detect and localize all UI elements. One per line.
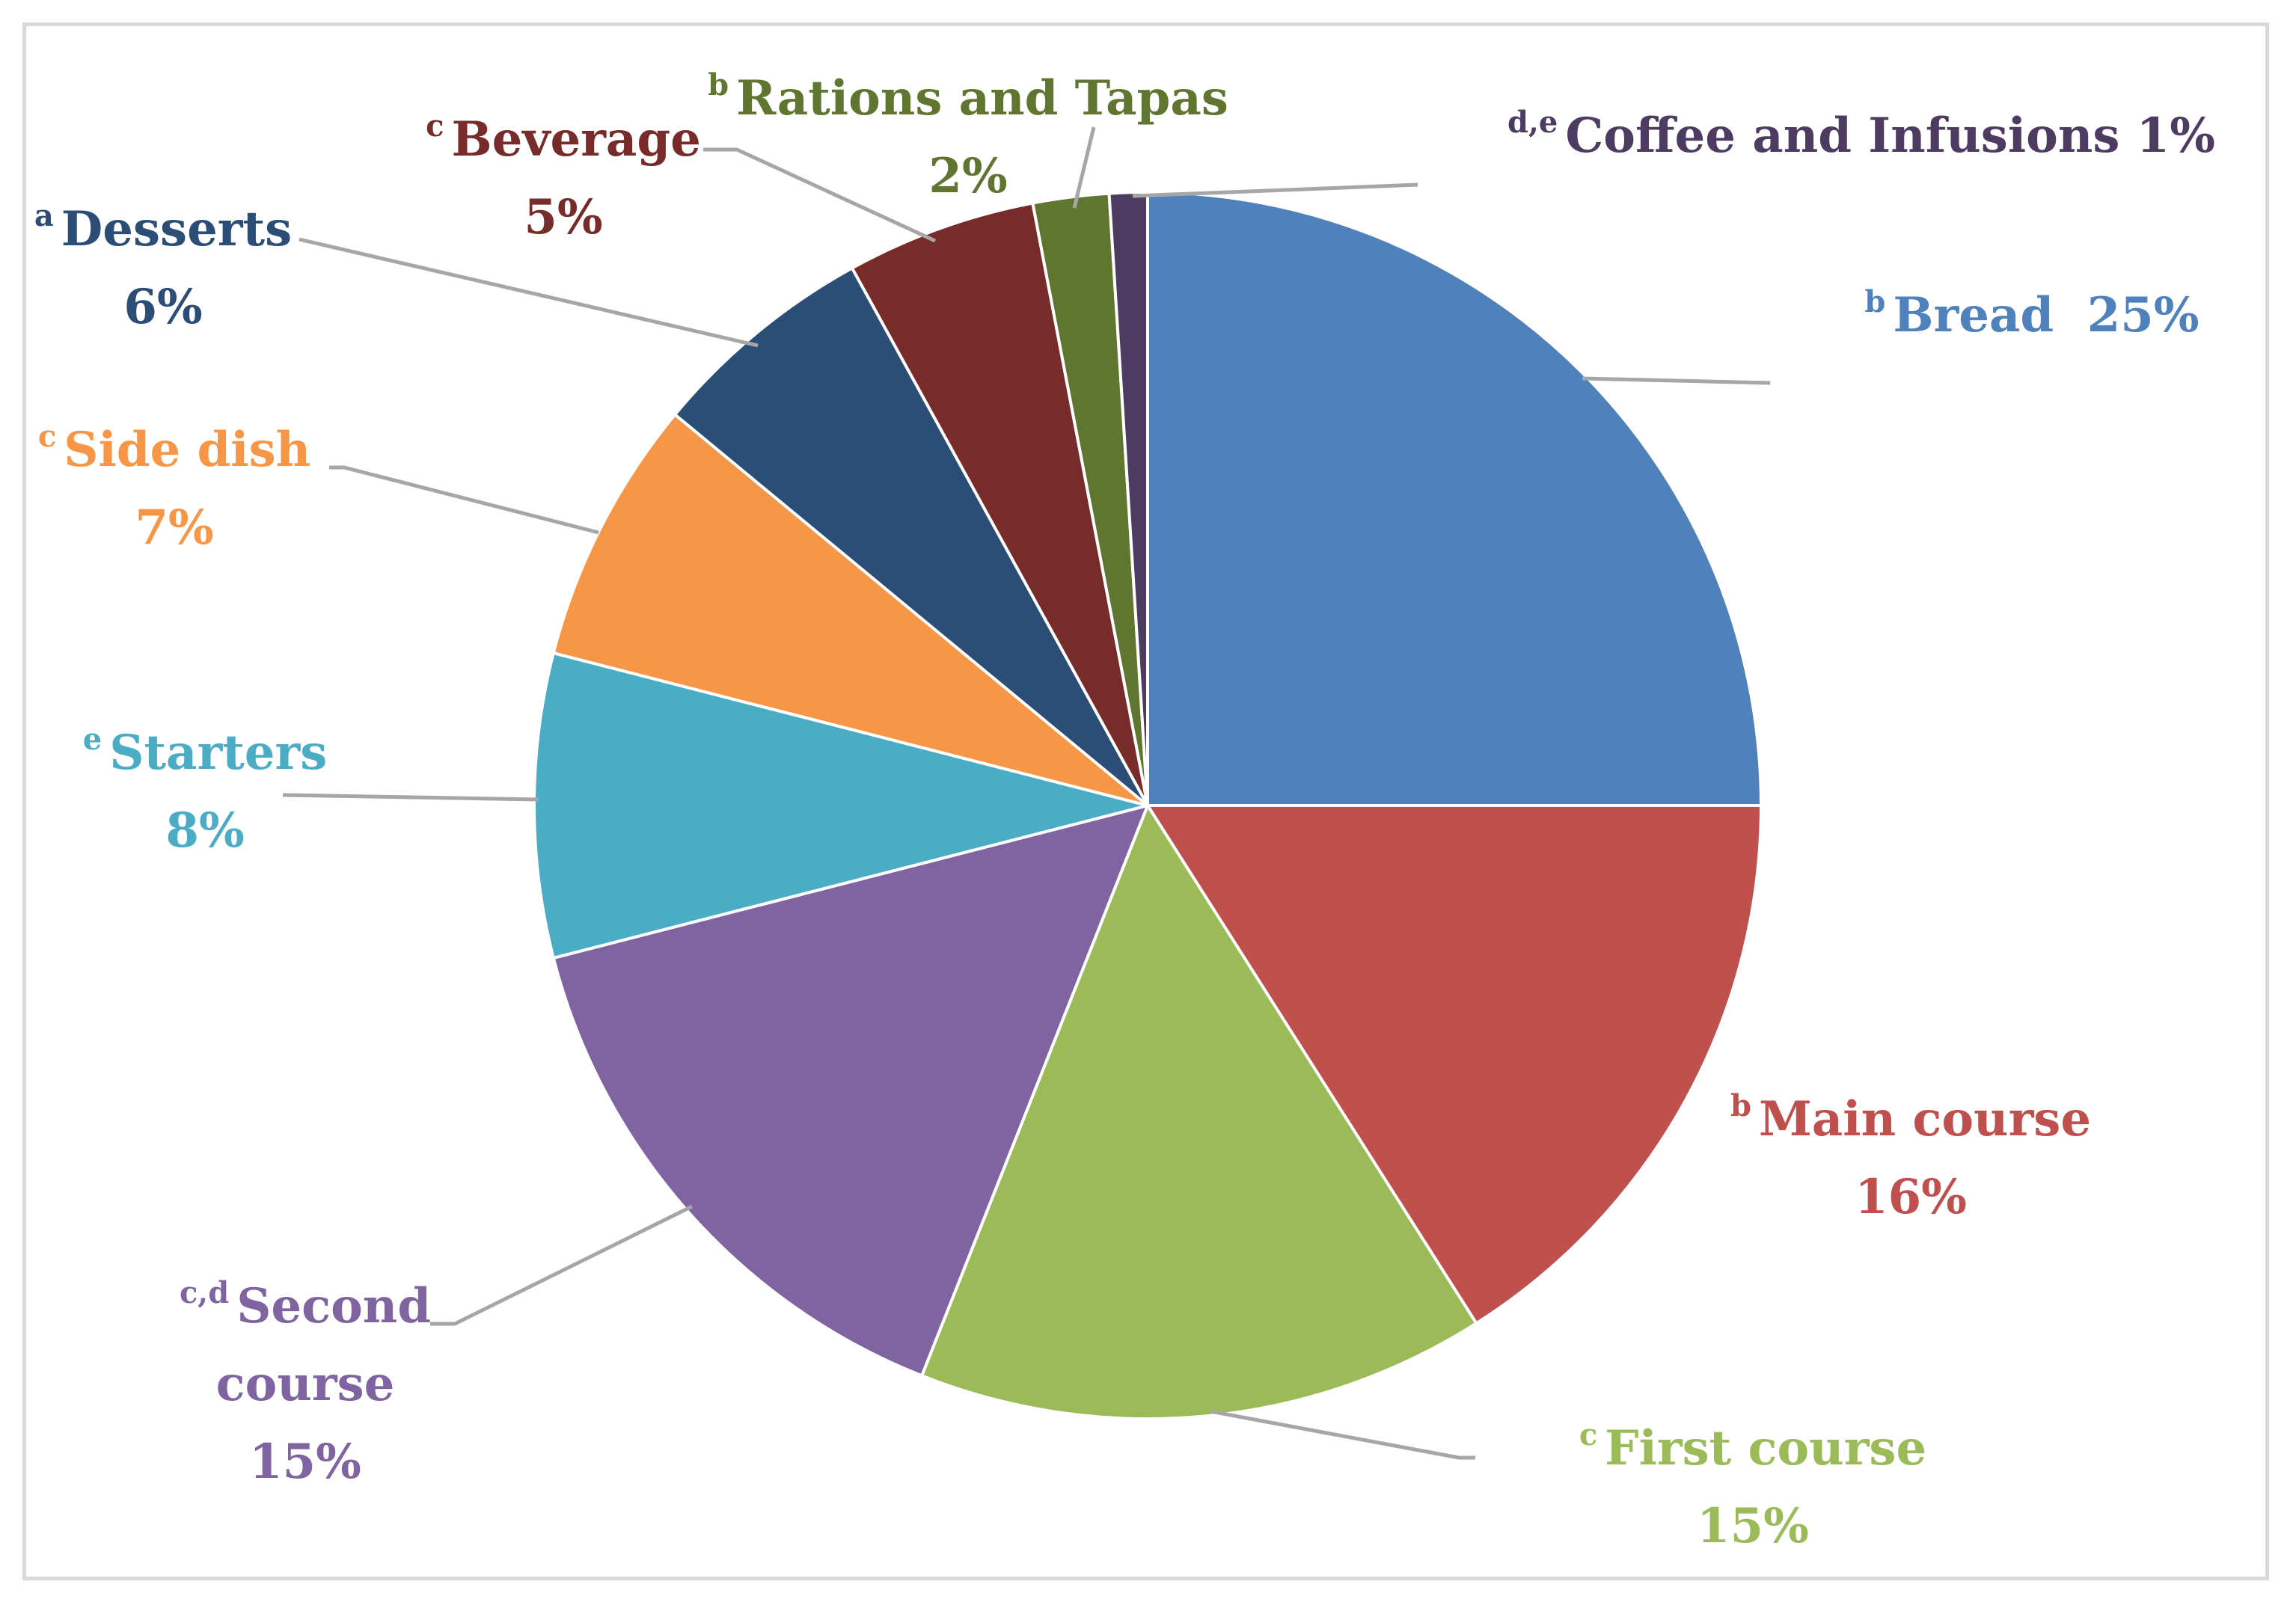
leader-line-rations-and-tapas xyxy=(1072,126,1096,209)
slice-percent: 15% xyxy=(249,1434,361,1490)
pie-slice-desserts xyxy=(673,266,1149,807)
slice-percent: 15% xyxy=(1697,1498,1809,1554)
pie-slice-side-dish xyxy=(551,413,1149,807)
leader-line-bread xyxy=(1582,376,1771,385)
leader-line-desserts xyxy=(299,237,759,348)
slice-name: Bread xyxy=(1893,287,2054,343)
significance-letters: b xyxy=(1864,284,1886,319)
slice-name: Desserts xyxy=(61,201,293,257)
significance-letters: a xyxy=(34,198,54,233)
chart-frame xyxy=(22,22,2269,1580)
slice-name: First course xyxy=(1605,1420,1927,1476)
slice-name: Side dish xyxy=(64,422,311,478)
slice-percent: 6% xyxy=(123,279,203,335)
slice-label-side-dish: c Side dish 7% xyxy=(38,411,310,567)
slice-percent: 8% xyxy=(165,803,245,859)
slice-label-first-course: c First course 15% xyxy=(1579,1410,1926,1565)
slice-name: Beverage xyxy=(451,111,701,168)
slice-percent: 1% xyxy=(2136,108,2215,164)
slice-name: course xyxy=(215,1356,395,1412)
pie-slice-first-course xyxy=(920,804,1478,1420)
slice-label-bread: b Bread 25% xyxy=(1864,277,2199,355)
significance-letters: b xyxy=(1730,1088,1751,1123)
pie-slice-second-course xyxy=(551,804,1149,1378)
slice-percent: 2% xyxy=(928,148,1008,204)
slice-label-desserts: a Desserts 6% xyxy=(34,191,292,346)
significance-letters: c xyxy=(426,108,444,144)
pie-slice-starters xyxy=(532,651,1149,960)
slice-percent: 16% xyxy=(1855,1169,1967,1225)
significance-letters: c xyxy=(1579,1417,1598,1452)
significance-letters: d,e xyxy=(1507,105,1558,140)
leader-line-first-course xyxy=(1210,1409,1475,1460)
slice-percent: 25% xyxy=(2087,287,2199,343)
slice-label-main-course: b Main course 16% xyxy=(1730,1081,2091,1236)
slice-percent: 7% xyxy=(135,500,214,556)
slice-name: Coffee and Infusions xyxy=(1565,108,2120,164)
significance-letters: c xyxy=(37,419,57,454)
significance-letters: c,d xyxy=(179,1275,230,1310)
significance-letters: b xyxy=(708,67,729,102)
slice-label-coffee-and-infusions: d,e Coffee and Infusions 1% xyxy=(1507,97,2215,175)
pie-slice-coffee-and-infusions xyxy=(1107,191,1149,807)
slice-percent: 5% xyxy=(524,189,603,245)
leader-line-side-dish xyxy=(329,465,599,535)
slice-name: Starters xyxy=(109,725,328,781)
pie-slice-main-course xyxy=(1146,804,1763,1325)
leader-line-coffee-and-infusions xyxy=(1132,182,1418,198)
slice-name: Main course xyxy=(1758,1091,2092,1147)
slice-label-beverage: c Beverage 5% xyxy=(426,101,701,257)
slice-label-rations-and-tapas: b Rations and Tapas 2% xyxy=(708,60,1228,215)
slice-label-second-course: c,d Second course 15% xyxy=(180,1268,431,1501)
leader-line-second-course xyxy=(430,1204,694,1326)
leader-line-starters xyxy=(282,793,539,802)
slice-name: Rations and Tapas xyxy=(736,70,1228,126)
pie-slice-beverage xyxy=(850,201,1149,807)
slice-name: Second xyxy=(236,1278,432,1334)
slice-label-starters: e Starters 8% xyxy=(83,714,327,870)
significance-letters: e xyxy=(82,722,102,757)
pie-slice-bread xyxy=(1146,191,1763,807)
leader-line-beverage xyxy=(703,147,937,243)
